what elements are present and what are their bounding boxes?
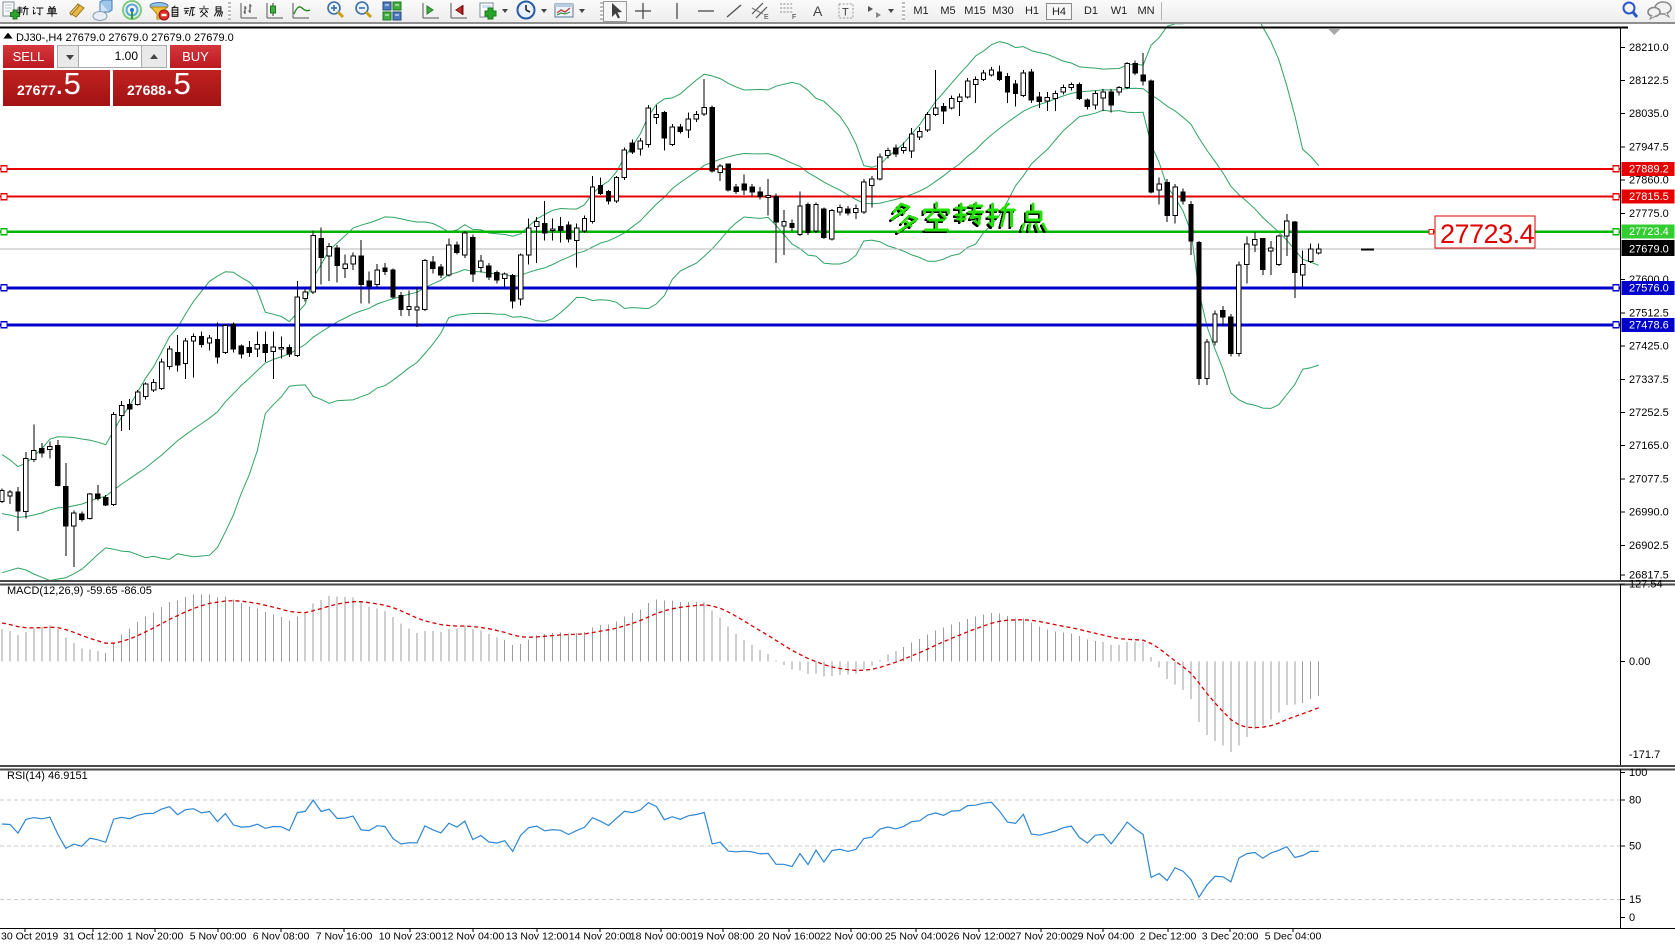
svg-text:31 Oct 12:00: 31 Oct 12:00: [63, 931, 123, 943]
svg-text:RSI(14) 46.9151: RSI(14) 46.9151: [7, 770, 88, 782]
svg-text:7 Nov 16:00: 7 Nov 16:00: [316, 931, 373, 943]
svg-text:1 Nov 20:00: 1 Nov 20:00: [127, 931, 184, 943]
svg-text:MACD(12,26,9) -59.65 -86.05: MACD(12,26,9) -59.65 -86.05: [7, 585, 152, 597]
svg-text:-171.7: -171.7: [1629, 749, 1660, 761]
svg-text:18 Nov 00:00: 18 Nov 00:00: [630, 931, 693, 943]
svg-text:22 Nov 00:00: 22 Nov 00:00: [820, 931, 883, 943]
svg-text:100: 100: [1629, 767, 1647, 779]
svg-text:19 Nov 08:00: 19 Nov 08:00: [692, 931, 755, 943]
svg-text:26 Nov 12:00: 26 Nov 12:00: [948, 931, 1011, 943]
svg-text:27889.2: 27889.2: [1629, 163, 1669, 175]
svg-text:27512.5: 27512.5: [1629, 307, 1669, 319]
svg-text:27165.0: 27165.0: [1629, 440, 1669, 452]
svg-text:5 Nov 00:00: 5 Nov 00:00: [190, 931, 247, 943]
svg-text:26817.5: 26817.5: [1629, 570, 1669, 582]
svg-text:26902.5: 26902.5: [1629, 540, 1669, 552]
svg-text:20 Nov 16:00: 20 Nov 16:00: [758, 931, 821, 943]
svg-text:6 Nov 08:00: 6 Nov 08:00: [253, 931, 310, 943]
svg-text:13 Nov 12:00: 13 Nov 12:00: [506, 931, 569, 943]
svg-text:30 Oct 2019: 30 Oct 2019: [1, 931, 58, 943]
svg-text:28122.5: 28122.5: [1629, 75, 1669, 87]
svg-text:127.54: 127.54: [1629, 579, 1663, 591]
svg-text:27252.5: 27252.5: [1629, 407, 1669, 419]
svg-text:0: 0: [1629, 912, 1635, 924]
svg-text:27947.5: 27947.5: [1629, 141, 1669, 153]
svg-text:27723.4: 27723.4: [1629, 226, 1669, 238]
svg-text:T: T: [842, 7, 849, 19]
svg-text:F: F: [792, 14, 796, 21]
svg-text:0.00: 0.00: [1629, 656, 1650, 668]
svg-text:E: E: [764, 14, 769, 21]
svg-text:5 Dec 04:00: 5 Dec 04:00: [1265, 931, 1322, 943]
svg-text:29 Nov 04:00: 29 Nov 04:00: [1072, 931, 1135, 943]
svg-text:28035.0: 28035.0: [1629, 108, 1669, 120]
svg-text:27723.4: 27723.4: [1440, 219, 1535, 249]
svg-text:27337.5: 27337.5: [1629, 374, 1669, 386]
svg-text:A: A: [813, 3, 823, 19]
svg-text:25 Nov 04:00: 25 Nov 04:00: [885, 931, 948, 943]
svg-text:27425.0: 27425.0: [1629, 341, 1669, 353]
svg-text:28210.0: 28210.0: [1629, 42, 1669, 54]
svg-text:27775.0: 27775.0: [1629, 208, 1669, 220]
svg-text:27860.0: 27860.0: [1629, 175, 1669, 187]
svg-text:80: 80: [1629, 795, 1641, 807]
svg-text:15: 15: [1629, 894, 1641, 906]
svg-text:10 Nov 23:00: 10 Nov 23:00: [379, 931, 442, 943]
svg-text:2 Dec 12:00: 2 Dec 12:00: [1140, 931, 1197, 943]
svg-text:DJ30-,H4 27679.0 27679.0 2767: DJ30-,H4 27679.0 27679.0 27679.0 27679.0: [16, 32, 234, 44]
svg-text:26990.0: 26990.0: [1629, 507, 1669, 519]
svg-text:27815.5: 27815.5: [1629, 191, 1669, 203]
svg-text:14 Nov 20:00: 14 Nov 20:00: [569, 931, 632, 943]
svg-text:27 Nov 20:00: 27 Nov 20:00: [1010, 931, 1073, 943]
svg-text:27478.6: 27478.6: [1629, 319, 1669, 331]
svg-text:27077.5: 27077.5: [1629, 473, 1669, 485]
svg-text:3 Dec 20:00: 3 Dec 20:00: [1202, 931, 1259, 943]
svg-text:27679.0: 27679.0: [1629, 244, 1669, 256]
svg-text:50: 50: [1629, 841, 1641, 853]
svg-text:27576.0: 27576.0: [1629, 282, 1669, 294]
svg-text:12 Nov 04:00: 12 Nov 04:00: [442, 931, 505, 943]
